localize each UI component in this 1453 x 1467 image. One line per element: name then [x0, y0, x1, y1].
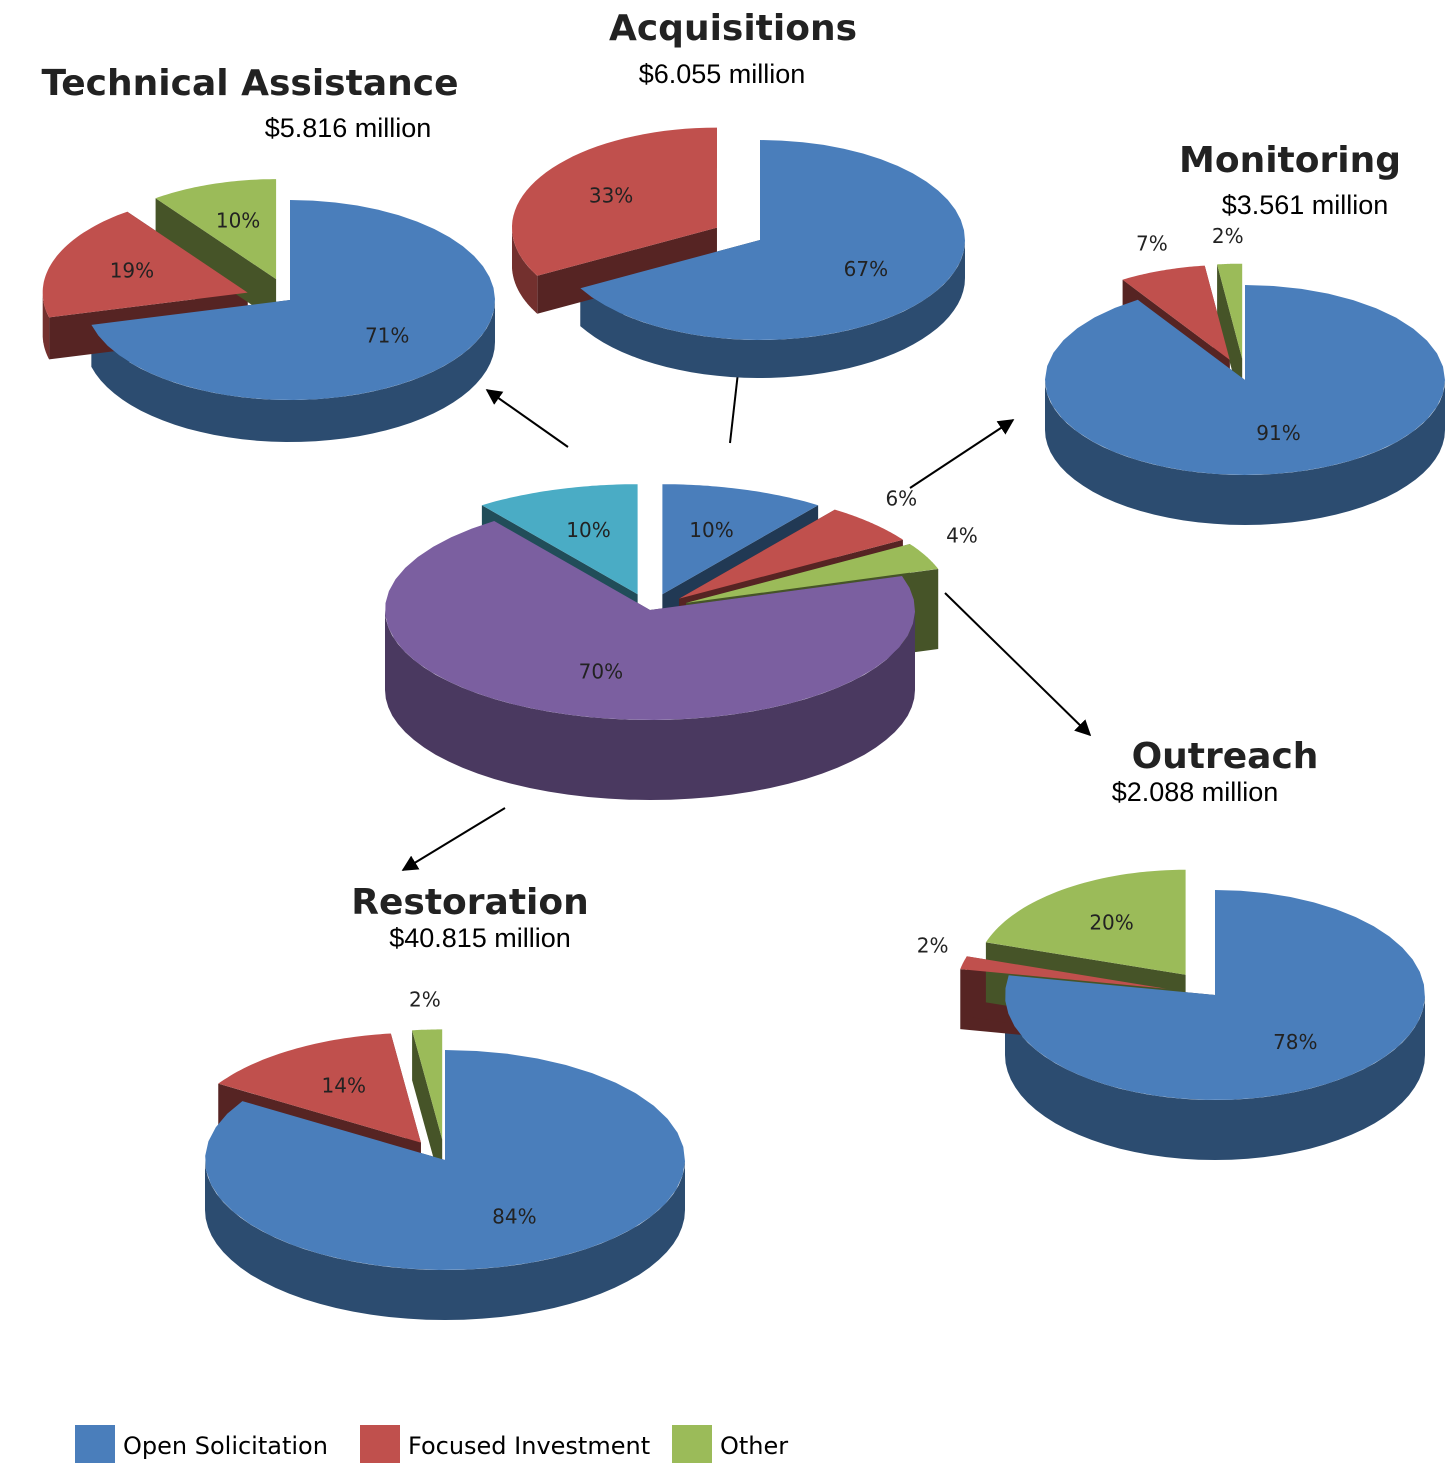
slice-label: 70%	[579, 659, 623, 683]
slice-label: 10%	[689, 518, 733, 542]
legend-swatch	[360, 1425, 400, 1463]
slice-side	[1005, 995, 1425, 1160]
slice-label: 71%	[365, 323, 409, 347]
pie-subtitle: $5.816 million	[265, 113, 432, 143]
slice-wall	[412, 1030, 443, 1190]
slice-side	[385, 610, 915, 800]
arrows	[401, 353, 1092, 871]
slice-label: 19%	[110, 259, 154, 283]
arrow	[401, 807, 506, 871]
slice-side	[205, 1160, 685, 1320]
slice	[481, 484, 638, 595]
pie-title: Monitoring	[1179, 140, 1401, 181]
slice	[580, 140, 965, 340]
slice-wall	[537, 227, 717, 314]
slice-label: 84%	[492, 1204, 536, 1228]
slice	[1045, 285, 1445, 475]
pie-subtitle: $6.055 million	[639, 59, 806, 89]
slice	[42, 211, 248, 318]
arrow	[909, 419, 1015, 489]
slice-label: 10%	[566, 518, 610, 542]
slice	[1122, 265, 1230, 360]
slice	[662, 484, 819, 595]
legend-swatch	[672, 1425, 712, 1463]
slice-wall	[1217, 264, 1243, 409]
slice-label: 14%	[322, 1073, 366, 1097]
slice-label: 4%	[946, 524, 978, 548]
pie-title: Restoration	[351, 882, 588, 923]
slice	[1217, 263, 1243, 359]
slice	[385, 521, 915, 720]
slice-label: 2%	[917, 933, 949, 957]
slice-label: 78%	[1273, 1030, 1317, 1054]
slice	[205, 1050, 685, 1270]
slice-side	[580, 240, 965, 378]
pie-title: Outreach	[1132, 736, 1319, 777]
legend-label: Focused Investment	[408, 1432, 650, 1460]
slice	[985, 869, 1186, 975]
slice	[155, 179, 277, 280]
pie-subtitle: $3.561 million	[1222, 190, 1389, 220]
legend-label: Other	[720, 1432, 788, 1460]
slice	[512, 127, 717, 276]
slice-side	[91, 300, 496, 442]
slice-label: 2%	[409, 988, 441, 1012]
arrow	[944, 592, 1092, 737]
pie-subtitle: $40.815 million	[389, 923, 571, 953]
slice-label: 91%	[1256, 421, 1300, 445]
slice	[679, 509, 903, 599]
pie-subtitle: $2.088 million	[1112, 777, 1279, 807]
slice-label: 7%	[1136, 232, 1168, 256]
pie-title: Technical Assistance	[41, 63, 458, 104]
slice-side	[512, 227, 538, 314]
slice-wall	[155, 198, 277, 322]
slice-label: 2%	[1212, 224, 1244, 248]
legend-swatch	[75, 1425, 115, 1463]
slice-side	[42, 292, 50, 360]
slice-label: 20%	[1089, 910, 1133, 934]
slice-label: 10%	[216, 209, 260, 233]
legend-label: Open Solicitation	[123, 1432, 328, 1460]
slice-label: 6%	[885, 487, 917, 511]
slice	[218, 1033, 421, 1143]
slice-label: 67%	[844, 257, 888, 281]
slice	[412, 1029, 443, 1140]
pie-title: Acquisitions	[609, 8, 857, 49]
slice	[960, 956, 1167, 989]
slice-label: 33%	[589, 184, 633, 208]
slice	[1005, 890, 1425, 1100]
slice	[91, 200, 496, 400]
arrow	[485, 389, 569, 448]
slice	[686, 544, 939, 603]
slice-side	[1045, 380, 1445, 525]
